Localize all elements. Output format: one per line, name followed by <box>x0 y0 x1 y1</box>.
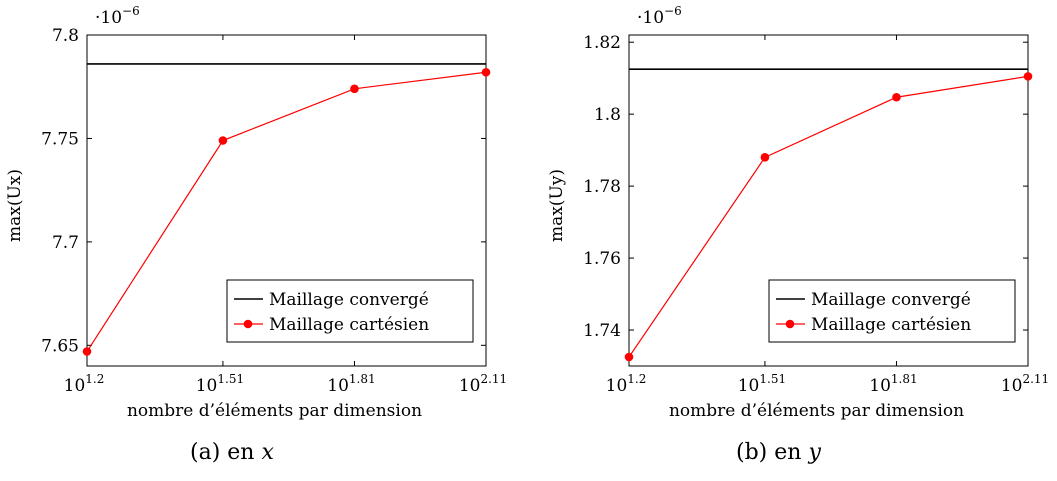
chart-b-series-cartesian-point <box>624 352 634 362</box>
chart-b-legend-converged-label: Maillage convergé <box>811 290 971 310</box>
caption-a-label: (a) en <box>190 440 255 465</box>
chart-a-legend-cartesian-label: Maillage cartésien <box>269 315 429 335</box>
chart-b-xtick-label: 101.51 <box>738 372 786 396</box>
chart-b-series-cartesian-point <box>892 92 901 102</box>
chart-a-ytick-label: 7.75 <box>41 129 79 149</box>
chart-a-legend-cartesian-marker <box>243 319 253 329</box>
chart-b-series-cartesian-line <box>628 75 1029 358</box>
chart-b-xtick-label: 102.11 <box>1001 372 1049 396</box>
chart-a-series-cartesian-point <box>481 67 491 77</box>
caption-a-var: x <box>261 440 274 465</box>
chart-b-ylabel: max(Uy) <box>547 169 567 242</box>
chart-a-ylabel: max(Ux) <box>5 169 25 242</box>
chart-b-scale-label: ·10−6 <box>637 4 682 28</box>
chart-a-series-cartesian-point <box>350 84 359 94</box>
chart-a-xtick-label: 101.51 <box>196 372 244 396</box>
chart-b-ytick-label: 1.74 <box>583 321 621 341</box>
chart-a-legend: Maillage convergé Maillage cartésien <box>226 279 474 343</box>
chart-a: 7.65 7.7 7.75 7.8 101.2 101.51 101.81 102.11 ·10… <box>5 4 507 421</box>
chart-b-legend-cartesian-marker <box>785 319 795 329</box>
chart-a-scale-label: ·10−6 <box>95 4 140 28</box>
chart-a-xtick-label: 102.11 <box>459 372 507 396</box>
chart-b-series-cartesian-point <box>760 153 770 162</box>
caption-b-label: (b) en <box>736 440 802 465</box>
caption-b-var: y <box>808 440 821 465</box>
chart-b-ytick-label: 1.78 <box>583 177 621 197</box>
chart-b: 1.74 1.76 1.78 1.8 1.82 101.2 101.51 101.81 102.… <box>547 4 1049 421</box>
chart-b-frame <box>628 34 1029 367</box>
chart-a-series-cartesian-point <box>218 136 228 145</box>
chart-b-xtick-label: 101.2 <box>606 372 647 396</box>
chart-b-legend-cartesian-label: Maillage cartésien <box>811 315 971 335</box>
chart-a-ytick-label: 7.7 <box>52 233 79 253</box>
chart-a-ytick-label: 7.65 <box>41 336 79 356</box>
chart-b-legend-box <box>768 279 1016 343</box>
chart-b-xtick-label: 101.81 <box>869 372 917 396</box>
chart-b-xlabel: nombre d’éléments par dimension <box>669 401 964 421</box>
caption-b: (b) en y <box>736 440 821 465</box>
chart-a-ytick-label: 7.8 <box>52 26 79 46</box>
chart-b-ytick-label: 1.76 <box>583 249 621 269</box>
chart-a-series-cartesian-line <box>86 71 487 352</box>
chart-a-xtick-label: 101.81 <box>327 372 375 396</box>
chart-b-ytick-label: 1.8 <box>594 105 621 125</box>
chart-a-series-cartesian-point <box>82 347 92 356</box>
caption-a: (a) en x <box>190 440 274 465</box>
chart-a-xtick-label: 101.2 <box>64 372 105 396</box>
chart-a-legend-converged-label: Maillage convergé <box>269 290 429 310</box>
chart-b-ytick-label: 1.82 <box>583 33 621 53</box>
chart-a-frame <box>86 34 487 367</box>
chart-b-legend: Maillage convergé Maillage cartésien <box>768 279 1016 343</box>
chart-a-xlabel: nombre d’éléments par dimension <box>127 401 422 421</box>
chart-b-series-cartesian-point <box>1023 72 1033 81</box>
chart-a-legend-box <box>226 279 474 343</box>
